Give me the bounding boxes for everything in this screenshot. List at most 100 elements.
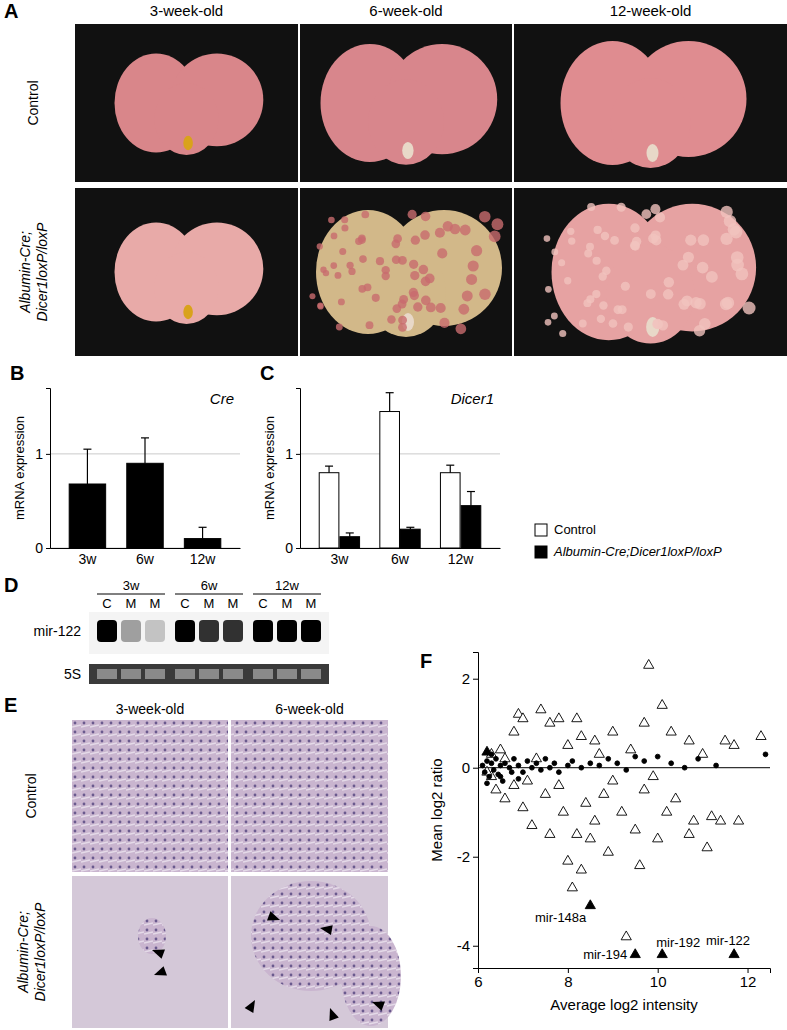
x-tick: 8 — [564, 968, 572, 990]
liver-nodule — [372, 294, 380, 302]
point — [642, 759, 647, 764]
lane-group-label: 6w — [201, 578, 218, 593]
bar-chart: 013w6w12wmRNA expressionCre — [12, 389, 241, 567]
error-bar — [406, 527, 414, 529]
liver-lobe — [607, 245, 695, 344]
point — [689, 815, 699, 824]
bar — [69, 484, 105, 548]
y-tick-mark — [296, 548, 300, 549]
liver-nodule — [594, 226, 602, 234]
x-tick-label: 10 — [650, 973, 667, 990]
point — [494, 756, 499, 761]
liver-nodule — [317, 303, 323, 309]
histology-image — [231, 876, 401, 1028]
annotation: mir-122 — [706, 933, 750, 948]
histology-tissue — [72, 720, 228, 872]
lane-group-label: 3w — [123, 578, 140, 593]
liver-nodule — [338, 298, 345, 305]
x-tick-label: 6w — [136, 551, 155, 567]
point — [669, 761, 674, 766]
liver-nodule — [621, 282, 630, 291]
liver-nodule — [489, 231, 501, 243]
x-axis-title: Average log2 intensity — [550, 996, 698, 1013]
liver-nodule — [630, 241, 639, 250]
arrowhead — [325, 1006, 339, 1021]
liver-nodule — [358, 236, 366, 244]
liver-nodule — [309, 293, 315, 299]
point — [581, 797, 591, 806]
gel-band — [145, 620, 165, 642]
point — [756, 731, 766, 740]
liver-nodule — [462, 290, 473, 301]
liver-nodule — [339, 248, 346, 255]
point — [567, 882, 577, 891]
point — [482, 746, 492, 755]
liver-nodule — [551, 248, 558, 255]
y-tick-label: 1 — [285, 446, 293, 462]
histology-tissue — [231, 720, 388, 872]
error-bar — [83, 449, 91, 484]
liver-nodule — [641, 209, 651, 219]
liver-nodule — [614, 305, 623, 314]
point — [547, 765, 552, 770]
y-tick-mark — [473, 768, 478, 769]
row-label-line: Control — [25, 80, 41, 125]
error-bar-cap — [406, 527, 414, 528]
point — [729, 949, 739, 958]
liver-nodule — [460, 225, 471, 236]
row-label-line: Dicer1loxP/loxP — [34, 222, 50, 321]
point — [696, 756, 701, 761]
liver-nodule — [706, 271, 718, 283]
histology-image — [72, 876, 228, 1028]
gallbladder — [183, 305, 193, 319]
grid-line — [300, 453, 500, 454]
point — [491, 768, 496, 773]
row-label: Albumin-Cre;Dicer1loxP/loxP — [15, 902, 48, 1001]
x-tick: 10 — [650, 968, 667, 990]
liver-nodule — [425, 274, 435, 284]
photo-background — [75, 188, 298, 356]
y-axis-title: Mean log2 ratio — [428, 758, 445, 861]
error-bar-cap — [446, 465, 454, 466]
point — [512, 756, 517, 761]
liver-nodule — [564, 277, 571, 284]
panel-label: E — [4, 694, 17, 716]
histology-tissue — [72, 876, 228, 1028]
point — [522, 775, 532, 784]
liver-nodule — [722, 297, 734, 309]
column-header: 3-week-old — [150, 2, 223, 19]
liver-nodule — [439, 318, 449, 328]
liver-nodule — [545, 319, 552, 326]
point — [630, 949, 640, 958]
x-tick: 6w — [391, 548, 410, 567]
liver-nodule — [328, 217, 335, 224]
liver-nodule — [663, 289, 673, 299]
point — [684, 829, 694, 838]
liver-nodule — [587, 203, 595, 211]
point — [572, 713, 582, 722]
point — [543, 756, 548, 761]
point — [682, 765, 687, 770]
point — [621, 931, 631, 940]
liver-nodule — [317, 243, 323, 249]
arrowhead — [245, 998, 260, 1013]
point — [489, 761, 494, 766]
liver-nodule — [336, 324, 343, 331]
point — [585, 900, 595, 909]
gel-band — [175, 620, 195, 642]
liver-nodule — [584, 250, 592, 258]
gel-5s-band — [223, 669, 243, 679]
gallbladder — [183, 136, 193, 150]
x-tick: 3w — [330, 548, 349, 567]
gel-5s-band — [253, 669, 273, 679]
error-bar — [346, 533, 354, 537]
legend: ControlAlbumin-Cre;Dicer1loxP/loxP — [535, 522, 722, 559]
liver-nodule — [359, 255, 367, 263]
point — [720, 735, 730, 744]
bar — [461, 506, 481, 548]
error-bar-stem — [450, 465, 451, 473]
gel-band — [253, 620, 273, 642]
liver-nodule — [346, 262, 353, 269]
liver-nodule — [335, 272, 342, 279]
point — [570, 759, 575, 764]
